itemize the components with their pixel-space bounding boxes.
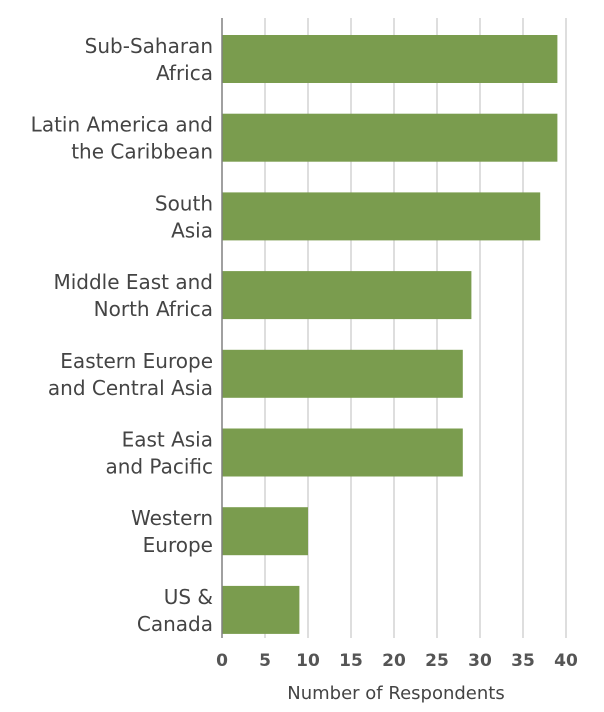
category-label: US & xyxy=(164,585,213,609)
category-label: Sub-Saharan xyxy=(85,34,213,58)
bar xyxy=(222,35,558,83)
category-label: East Asia xyxy=(122,428,213,452)
category-label: South xyxy=(155,191,213,215)
x-tick-label: 10 xyxy=(296,651,320,671)
category-label: Western xyxy=(131,506,213,530)
bar xyxy=(222,507,308,556)
x-tick-label: 35 xyxy=(511,651,535,671)
category-labels: Sub-Saharan Africa Latin America and the Ca… xyxy=(31,34,213,636)
bar xyxy=(222,585,300,634)
x-tick-label: 5 xyxy=(259,651,271,671)
category-label: Africa xyxy=(156,61,213,85)
category-label: Canada xyxy=(137,612,213,636)
x-tick-label: 25 xyxy=(425,651,449,671)
category-label: Middle East and xyxy=(53,270,213,294)
bar xyxy=(222,113,558,162)
bar xyxy=(222,192,541,241)
category-label: Latin America and xyxy=(31,113,213,137)
x-tick-label: 0 xyxy=(216,651,228,671)
x-tick-label: 30 xyxy=(468,651,492,671)
bars xyxy=(222,35,558,634)
category-label: Asia xyxy=(171,218,213,242)
x-axis-title: Number of Respondents xyxy=(287,683,504,704)
bar xyxy=(222,428,463,477)
category-label: Europe xyxy=(143,533,213,557)
bar xyxy=(222,271,472,320)
category-label: North Africa xyxy=(94,297,213,321)
category-label: Eastern Europe xyxy=(60,349,213,373)
gridlines xyxy=(264,18,567,638)
x-tick-label: 20 xyxy=(382,651,406,671)
category-label: and Pacific xyxy=(105,455,213,479)
category-label: and Central Asia xyxy=(48,376,213,400)
x-tick-labels: 0 5 10 15 20 25 30 35 40 xyxy=(216,651,578,671)
bar xyxy=(222,349,463,398)
category-label: the Caribbean xyxy=(71,140,213,164)
x-tick-label: 40 xyxy=(554,651,578,671)
x-tick-label: 15 xyxy=(339,651,363,671)
